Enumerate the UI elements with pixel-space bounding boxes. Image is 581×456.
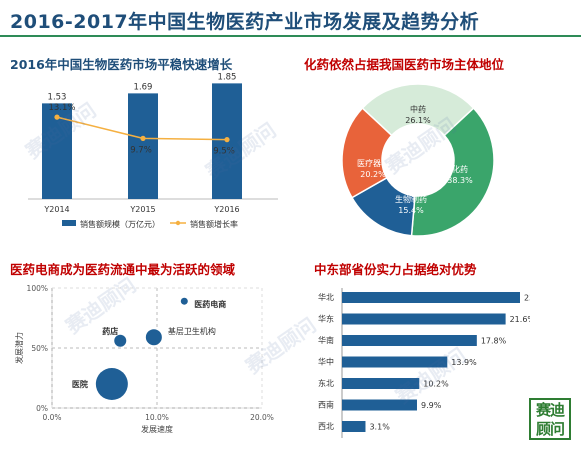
hbar-region (342, 399, 417, 411)
line-point-growth (140, 135, 146, 141)
bubble (114, 334, 127, 347)
y-tick-label: 华东 (318, 314, 334, 324)
x-tick-label: Y2014 (43, 205, 69, 214)
plot-border (51, 287, 263, 409)
slice-value-label: 15.4% (398, 206, 424, 215)
x-tick-label: Y2016 (213, 205, 239, 214)
slice-value-label: 38.3% (447, 176, 473, 185)
line-point-growth (224, 137, 230, 143)
panel2-title: 化药依然占据我国医药市场主体地位 (304, 57, 505, 72)
brand-seal-text: 赛迪顾问 (535, 401, 565, 438)
panel1-title: 2016年中国生物医药市场平稳快速增长 (10, 57, 233, 72)
y-axis-label: 发展潜力 (14, 332, 24, 364)
line-value-label: 13.1% (48, 103, 75, 113)
bubble-label: 药店 (102, 326, 118, 336)
legend-marker-growth (175, 220, 181, 226)
page-title: 2016-2017年中国生物医药产业市场发展及趋势分析 (10, 11, 480, 33)
donut-slice (341, 107, 393, 199)
y-tick-label: 华南 (318, 335, 334, 345)
legend-label-sales: 销售额规模（万亿元） (80, 219, 160, 229)
hbar-region (342, 335, 477, 346)
donut-slice (361, 83, 475, 137)
x-axis-label: 发展速度 (141, 424, 173, 434)
panel4-title: 中东部省份实力占据绝对优势 (314, 262, 477, 277)
slice-value-label: 20.2% (360, 170, 386, 179)
sales-bar-line-chart: 1.53 Y2014 1.69 Y2015 1.85 Y2016 13.1% 9.7% 9.5%… (28, 72, 278, 229)
legend-label-growth: 销售额增长率 (190, 219, 238, 229)
hbar-region (342, 421, 366, 432)
bubble (95, 368, 128, 400)
page-header: 2016-2017年中国生物医药产业市场发展及趋势分析 (0, 0, 581, 38)
hbar-value-label: 21.6% (510, 315, 530, 324)
regional-hbar-chart: 华北 23.5% 华东 21.6% 华南 17.8% 华中 13.9% 东北 10.2% 西南 9.9… (318, 288, 530, 438)
hbar-region (342, 378, 420, 389)
hbar-value-label: 10.2% (423, 380, 449, 389)
hbar-value-label: 13.9% (451, 358, 477, 367)
y-tick-label: 50% (31, 344, 48, 353)
x-tick-label: Y2015 (129, 205, 155, 214)
y-tick-label: 东北 (318, 378, 334, 388)
y-tick-label: 华北 (318, 292, 334, 302)
y-tick-label: 华中 (318, 357, 334, 367)
bubble-label: 医药电商 (194, 299, 226, 309)
bubble (145, 329, 162, 346)
header-divider (0, 35, 581, 37)
hbar-value-label: 23.5% (524, 294, 530, 303)
y-tick-label: 100% (27, 284, 48, 293)
line-value-label: 9.5% (213, 147, 235, 157)
hbar-region (342, 313, 506, 325)
hbar-region (342, 356, 448, 368)
slice-value-label: 26.1% (405, 116, 431, 125)
y-tick-label: 西北 (318, 422, 334, 431)
market-share-donut-chart: 中药 26.1% 化药 38.3% 生物制药 15.4% 医疗器械 20.2% (341, 83, 495, 237)
bubble-label: 基层卫生机构 (168, 326, 216, 336)
hbar-value-label: 3.1% (369, 423, 390, 432)
donut-slice (410, 107, 495, 237)
line-value-label: 9.7% (130, 145, 152, 155)
bar-sales (128, 93, 158, 199)
hbar-value-label: 17.8% (481, 337, 507, 346)
line-point-growth (54, 114, 60, 120)
hbar-region (342, 292, 520, 303)
slice-name-label: 化药 (452, 164, 468, 174)
panel3-title: 医药电商成为医药流通中最为活跃的领域 (10, 262, 236, 277)
brand-seal: 赛迪顾问 (529, 398, 571, 440)
slice-name-label: 生物制药 (395, 194, 427, 204)
bubble-label: 医院 (72, 379, 88, 389)
slice-name-label: 中药 (410, 104, 426, 114)
slice-name-label: 医疗器械 (357, 158, 389, 168)
y-tick-label: 西南 (318, 400, 334, 410)
legend-swatch-sales (62, 220, 76, 226)
bar-value-label: 1.69 (134, 82, 153, 92)
y-tick-label: 0% (36, 404, 48, 413)
x-tick-label: 20.0% (250, 413, 274, 422)
hbar-value-label: 9.9% (421, 401, 442, 410)
bubble (180, 297, 188, 305)
x-tick-label: 0.0% (42, 413, 61, 422)
bar-value-label: 1.85 (218, 72, 237, 82)
bar-value-label: 1.53 (48, 92, 67, 102)
x-tick-label: 10.0% (145, 413, 169, 422)
